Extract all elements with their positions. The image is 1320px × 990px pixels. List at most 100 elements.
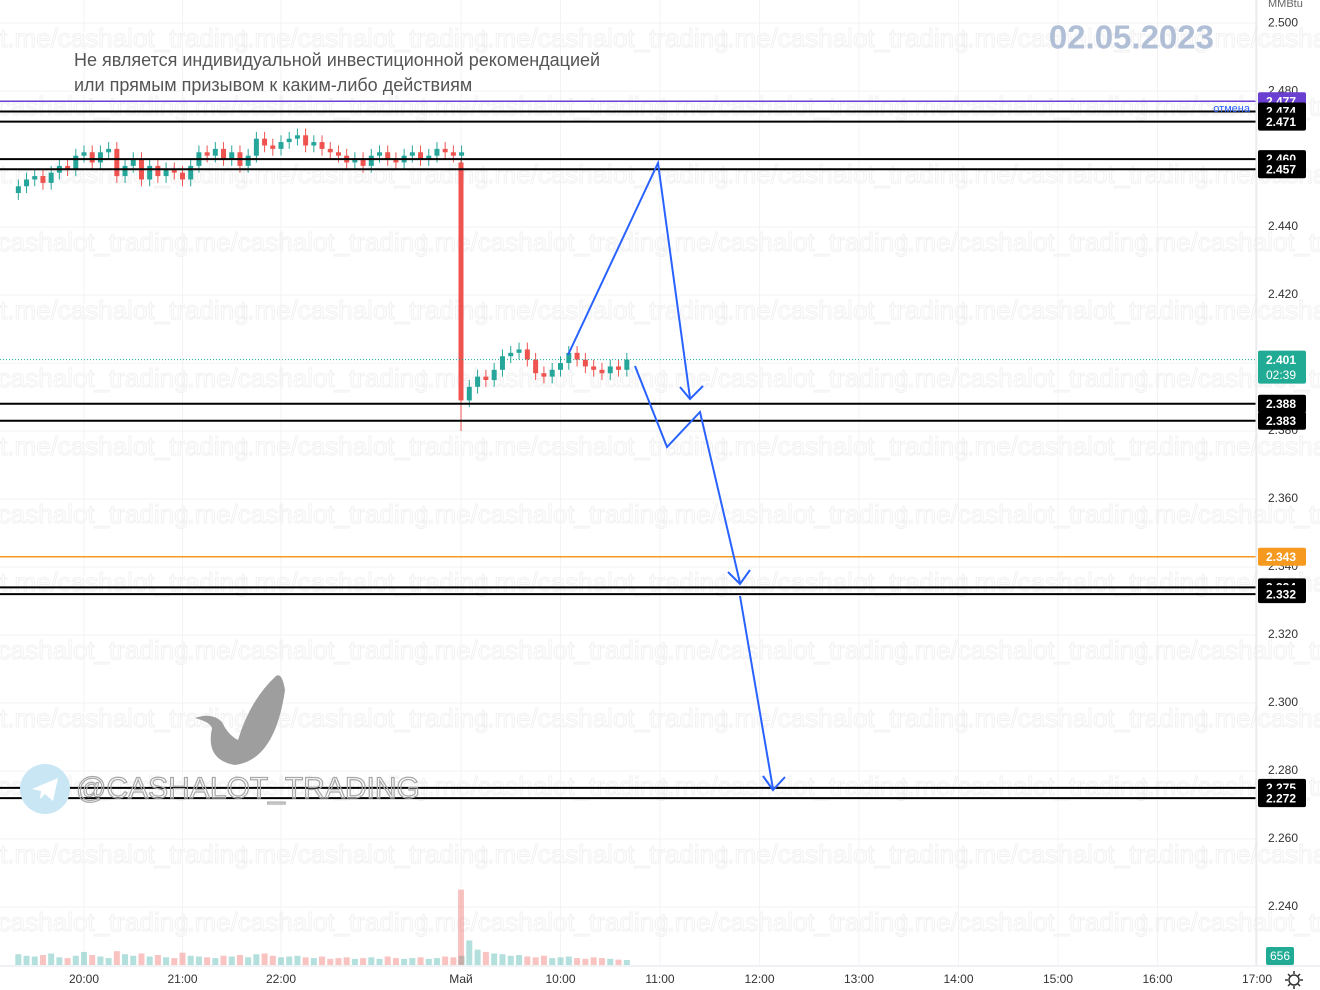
candle-body — [393, 159, 399, 163]
volume-bar — [56, 957, 63, 965]
level-label: 2.383 — [1266, 414, 1296, 428]
gear[interactable] — [1288, 974, 1300, 986]
candle-body — [516, 349, 522, 353]
candle-body — [163, 169, 169, 177]
background-watermark: t.me/cashalot_trading — [0, 567, 249, 597]
date: 02.05.2023 — [1049, 19, 1214, 56]
volume-bar — [146, 956, 153, 965]
volume-bar — [590, 957, 597, 965]
volume-bar — [607, 958, 614, 965]
x-tick-label: 15:00 — [1043, 972, 1073, 986]
background-watermark: t.me/cashalot_trading — [180, 635, 429, 665]
candle-body — [377, 152, 382, 156]
y-tick-label: 2.360 — [1268, 491, 1298, 505]
arrow-head — [727, 569, 751, 586]
volume-bar — [294, 955, 301, 965]
volume-bar — [615, 959, 622, 965]
x-tick-label: 10:00 — [545, 972, 575, 986]
candle-body — [582, 359, 588, 367]
level-label: 2.471 — [1266, 115, 1296, 129]
candle-body — [262, 138, 268, 146]
background-watermark: t.me/cashalot_trading — [960, 159, 1209, 189]
x-tick-label: 11:00 — [645, 972, 674, 986]
background-watermark: t.me/cashalot_trading — [900, 227, 1149, 257]
volume-bar — [64, 958, 71, 965]
volume-bar — [15, 954, 22, 965]
background-watermark: t.me/cashalot_trading — [660, 771, 909, 801]
candle-body — [483, 376, 489, 381]
background-watermark: t.me/cashalot_trading — [960, 567, 1209, 597]
background-watermark: t.me/cashalot_trading — [480, 839, 729, 869]
unit: MMBtu — [1268, 0, 1303, 10]
volume-bar — [466, 940, 473, 965]
candle-body — [180, 172, 185, 180]
volume-bar — [491, 953, 498, 965]
x-tick-label: Май — [449, 972, 473, 986]
background-watermark: t.me/cashalot_trading — [720, 567, 969, 597]
volume-bar — [278, 957, 284, 965]
candle-body — [499, 356, 505, 370]
disclaimer: Не является индивидуальной инвестиционно… — [74, 50, 600, 70]
volume-bar — [236, 955, 243, 965]
background-watermark: t.me/cashalot_trading — [720, 159, 969, 189]
disclaimer: или прямым призывом к каким-либо действи… — [74, 75, 472, 95]
level-label-box — [1258, 585, 1306, 604]
volume-bar — [23, 955, 30, 965]
background-watermark: t.me/cashalot_trading — [0, 227, 189, 257]
volume-bar — [574, 958, 581, 965]
volume-bar — [261, 953, 268, 965]
x-tick-label: 17:00 — [1242, 972, 1272, 986]
background-watermark: t.me/cashalot_trading — [0, 635, 189, 665]
candle-body — [558, 363, 563, 370]
background-watermark: t.me/cashalot_trading — [480, 295, 729, 325]
background-watermark: t.me/cashalot_trading — [420, 91, 669, 121]
candle-body — [466, 386, 472, 401]
candles — [15, 128, 630, 432]
candle-body — [89, 152, 95, 163]
volume-bar — [302, 957, 309, 965]
volume-bar — [417, 957, 424, 965]
gear-teeth[interactable] — [1285, 971, 1303, 989]
volume-bar — [532, 957, 539, 965]
background-watermark: t.me/cashalot_trading — [240, 23, 489, 53]
candle-body — [327, 148, 333, 153]
background-watermark: t.me/cashalot_trading — [0, 363, 189, 393]
background-watermark: t.me/cashalot_trading — [660, 91, 909, 121]
settings-icon[interactable] — [1285, 971, 1303, 989]
background-watermark: t.me/cashalot_trading — [420, 499, 669, 529]
candle-body — [48, 172, 54, 183]
volume-bar — [524, 956, 531, 965]
volume-bar — [598, 958, 605, 965]
candle-body — [385, 152, 391, 160]
background-watermark: t.me/cashalot_trading — [660, 907, 909, 937]
candle-body — [368, 155, 374, 166]
volume-bar — [319, 956, 326, 965]
background-watermark: t.me/cashalot_trading — [1200, 295, 1320, 325]
candle-body — [40, 176, 46, 183]
volume-label: 656 — [1270, 949, 1290, 963]
volume-bar — [105, 958, 112, 965]
volume-bar — [171, 958, 178, 965]
y-tick-label: 2.260 — [1268, 831, 1298, 845]
candle-body — [245, 155, 251, 166]
background-watermark: t.me/cashalot_trading — [0, 91, 189, 121]
background-watermark: t.me/cashalot_trading — [180, 91, 429, 121]
candle-body — [155, 165, 161, 177]
x-tick-label: 20:00 — [69, 972, 99, 986]
candle-body — [130, 159, 136, 166]
volume-bar — [187, 955, 194, 965]
volume-bar — [89, 955, 96, 965]
level-label: 2.272 — [1266, 791, 1296, 805]
forecast-arrows — [567, 159, 786, 792]
level-label: 2.388 — [1266, 397, 1296, 411]
volume-bar — [122, 954, 129, 965]
candle-body — [409, 152, 415, 156]
background-watermark: t.me/cashalot_trading — [480, 567, 729, 597]
volume-bar — [39, 955, 46, 965]
background-watermark: t.me/cashalot_trading — [720, 703, 969, 733]
volume-bar — [72, 955, 79, 965]
candle-body — [352, 159, 358, 163]
y-tick-label: 2.280 — [1268, 763, 1298, 777]
y-tick-label: 2.240 — [1268, 899, 1298, 913]
level-label-box — [1258, 789, 1306, 808]
